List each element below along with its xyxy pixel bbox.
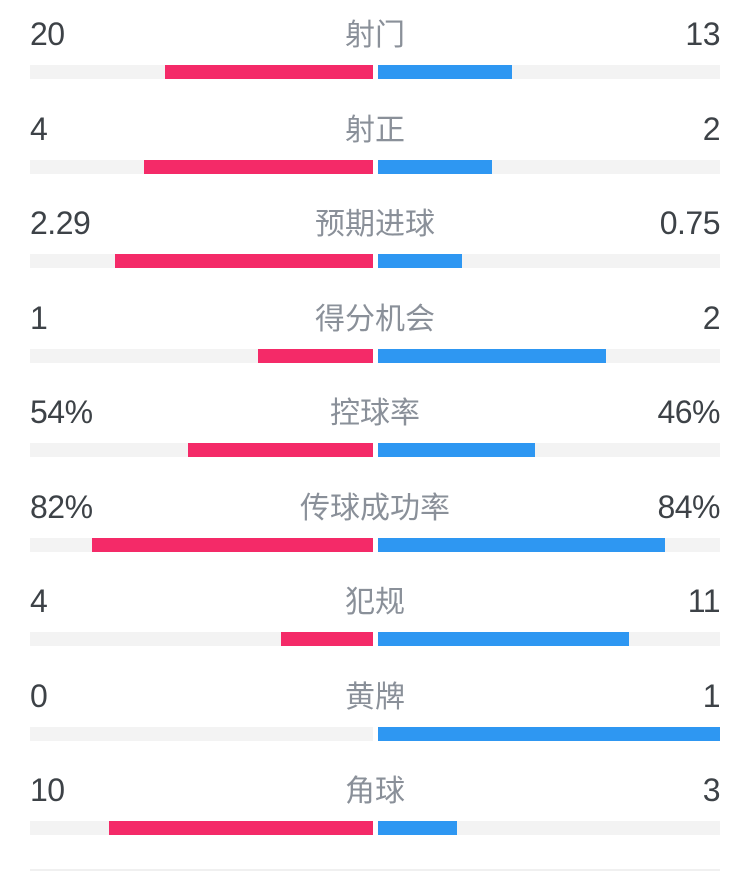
stat-label: 犯规 (345, 586, 405, 619)
stat-row: 4 射正 2 (30, 109, 721, 204)
away-bar-fill (377, 348, 606, 363)
home-value: 54% (30, 394, 93, 430)
comparison-bar (30, 632, 720, 646)
stat-row: 2.29 预期进球 0.75 (30, 203, 721, 298)
home-bar-track (30, 537, 373, 552)
comparison-bar (30, 254, 720, 268)
away-bar-track (377, 537, 720, 552)
stats-list: 20 射门 13 4 射正 2 2.29 (30, 14, 721, 865)
stat-header: 0 黄牌 1 (30, 676, 721, 718)
away-bar-track (377, 65, 720, 79)
home-value: 20 (30, 16, 65, 52)
home-bar-track (30, 726, 373, 741)
away-value: 2 (702, 110, 721, 147)
stat-header: 82% 传球成功率 84% (30, 487, 721, 529)
stat-header: 20 射门 13 (30, 14, 721, 56)
home-bar-track (30, 159, 373, 174)
stat-row: 1 得分机会 2 (30, 298, 721, 393)
home-bar-fill (144, 159, 373, 174)
stat-label: 得分机会 (315, 302, 435, 336)
away-bar-track (377, 443, 720, 457)
home-bar-track (30, 443, 373, 457)
stat-row: 82% 传球成功率 84% (30, 487, 721, 582)
bottom-divider (30, 868, 720, 871)
away-bar-track (377, 726, 720, 741)
away-bar-fill (377, 254, 462, 268)
away-value: 13 (685, 16, 720, 52)
stat-label: 传球成功率 (300, 491, 450, 525)
away-value: 0.75 (659, 205, 721, 241)
away-bar-fill (377, 65, 513, 79)
away-bar-fill (377, 159, 492, 174)
stat-row: 4 犯规 11 (30, 581, 721, 676)
stat-label: 射正 (345, 113, 405, 147)
away-bar-track (377, 159, 720, 174)
away-bar-fill (377, 443, 536, 457)
home-bar-track (30, 632, 373, 646)
home-value: 0 (30, 677, 48, 714)
stat-row: 10 角球 3 (30, 770, 721, 865)
away-bar-fill (377, 726, 720, 741)
away-bar-fill (377, 632, 629, 646)
comparison-bar (30, 537, 720, 552)
away-bar-track (377, 821, 720, 835)
stat-label: 射门 (345, 19, 405, 52)
stat-header: 1 得分机会 2 (30, 298, 721, 340)
home-value: 4 (30, 583, 48, 619)
home-value: 82% (30, 488, 93, 525)
stat-row: 0 黄牌 1 (30, 676, 721, 771)
home-bar-track (30, 348, 373, 363)
away-value: 2 (702, 299, 721, 336)
home-bar-fill (187, 443, 373, 457)
home-value: 2.29 (30, 205, 91, 241)
home-value: 1 (30, 299, 48, 336)
stat-header: 4 犯规 11 (30, 581, 721, 623)
away-bar-track (377, 348, 720, 363)
away-bar-fill (377, 821, 457, 835)
home-bar-fill (114, 254, 373, 268)
home-value: 10 (30, 772, 65, 808)
comparison-bar (30, 348, 720, 363)
home-bar-track (30, 821, 373, 835)
stat-label: 黄牌 (345, 680, 405, 714)
away-value: 84% (657, 488, 720, 525)
away-value: 46% (657, 394, 720, 430)
home-bar-track (30, 254, 373, 268)
home-bar-fill (109, 821, 373, 835)
away-value: 1 (702, 677, 721, 714)
home-value: 4 (30, 110, 48, 147)
stat-header: 2.29 预期进球 0.75 (30, 203, 721, 245)
home-bar-fill (258, 348, 373, 363)
stat-row: 20 射门 13 (30, 14, 721, 109)
home-bar-fill (281, 632, 373, 646)
comparison-bar (30, 159, 720, 174)
comparison-bar (30, 821, 720, 835)
stat-row: 54% 控球率 46% (30, 392, 721, 487)
home-bar-fill (164, 65, 373, 79)
stat-label: 预期进球 (315, 208, 435, 241)
stat-header: 54% 控球率 46% (30, 392, 721, 434)
comparison-bar (30, 443, 720, 457)
away-bar-track (377, 632, 720, 646)
away-bar-track (377, 254, 720, 268)
home-bar-track (30, 65, 373, 79)
home-bar-fill (91, 537, 373, 552)
stat-header: 4 射正 2 (30, 109, 721, 151)
stat-label: 控球率 (330, 397, 420, 430)
away-value: 11 (687, 583, 721, 619)
away-bar-fill (377, 537, 666, 552)
away-value: 3 (702, 772, 721, 808)
comparison-bar (30, 65, 720, 79)
comparison-bar (30, 726, 720, 741)
stat-header: 10 角球 3 (30, 770, 721, 812)
stat-label: 角球 (345, 775, 405, 808)
